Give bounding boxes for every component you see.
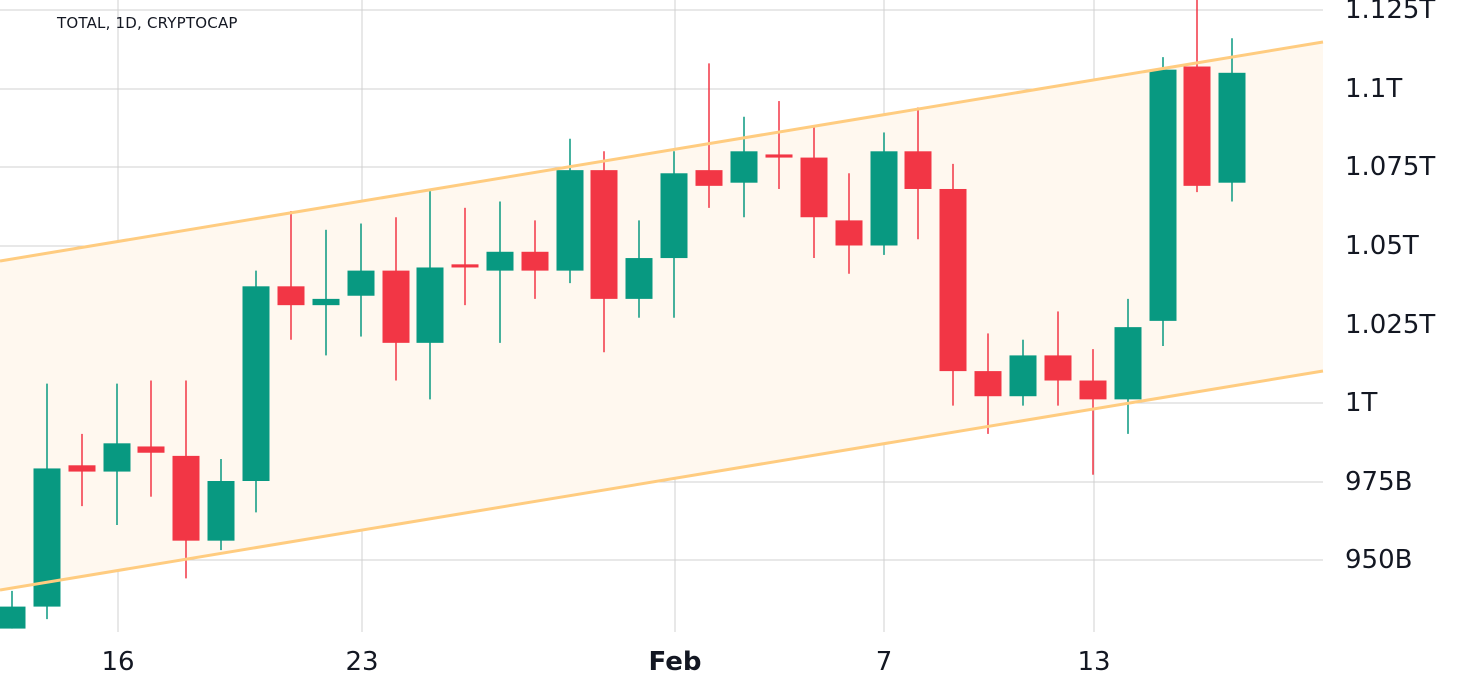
candle[interactable] xyxy=(277,210,305,340)
candle[interactable] xyxy=(68,433,96,507)
candle[interactable] xyxy=(242,270,270,513)
price-tick-label: 950B xyxy=(1345,545,1413,575)
candle[interactable] xyxy=(730,116,758,218)
candle[interactable] xyxy=(382,217,410,381)
price-tick-label: 1.075T xyxy=(1345,152,1436,182)
candle[interactable] xyxy=(416,188,444,400)
candle[interactable] xyxy=(870,132,898,255)
time-tick-label: 13 xyxy=(1077,647,1111,677)
candle[interactable] xyxy=(312,229,340,356)
channel-fill xyxy=(0,42,1323,590)
price-tick-label: 1.05T xyxy=(1345,231,1419,261)
candles xyxy=(0,0,1246,629)
candle[interactable] xyxy=(1079,349,1107,475)
candle[interactable] xyxy=(556,138,584,284)
candle[interactable] xyxy=(347,223,375,337)
price-tick-label: 1T xyxy=(1345,388,1378,418)
symbol-title: TOTAL, 1D, CRYPTOCAP xyxy=(57,14,238,32)
candle[interactable] xyxy=(486,201,514,343)
candle[interactable] xyxy=(103,383,131,525)
candle[interactable] xyxy=(765,101,793,189)
candle[interactable] xyxy=(695,63,723,208)
time-tick-label: Feb xyxy=(648,647,702,677)
candle[interactable] xyxy=(1114,298,1142,434)
candle[interactable] xyxy=(1044,311,1072,406)
time-tick-label: 23 xyxy=(345,647,379,677)
candle[interactable] xyxy=(1149,57,1177,346)
candle[interactable] xyxy=(835,173,863,274)
candle[interactable] xyxy=(904,107,932,240)
candle[interactable] xyxy=(590,151,618,353)
candle[interactable] xyxy=(660,151,688,318)
candle[interactable] xyxy=(0,590,26,629)
channel-upper-line[interactable] xyxy=(0,40,1324,263)
price-tick-label: 1.1T xyxy=(1345,74,1403,104)
candle[interactable] xyxy=(207,459,235,551)
time-tick-label: 16 xyxy=(101,647,135,677)
candle[interactable] xyxy=(800,126,828,259)
candle[interactable] xyxy=(1009,339,1037,406)
time-tick-label: 7 xyxy=(875,647,893,677)
candle[interactable] xyxy=(1183,0,1211,193)
price-tick-label: 1.025T xyxy=(1345,310,1436,340)
candle[interactable] xyxy=(1218,38,1246,202)
candle[interactable] xyxy=(939,163,967,406)
candle[interactable] xyxy=(625,220,653,318)
price-tick-label: 1.125T xyxy=(1345,0,1436,25)
price-tick-label: 975B xyxy=(1345,467,1413,497)
candle[interactable] xyxy=(172,380,200,579)
candle[interactable] xyxy=(137,380,165,497)
candle[interactable] xyxy=(451,207,479,306)
candle[interactable] xyxy=(974,333,1002,434)
candle[interactable] xyxy=(521,220,549,299)
channel-lower-line[interactable] xyxy=(0,369,1324,592)
